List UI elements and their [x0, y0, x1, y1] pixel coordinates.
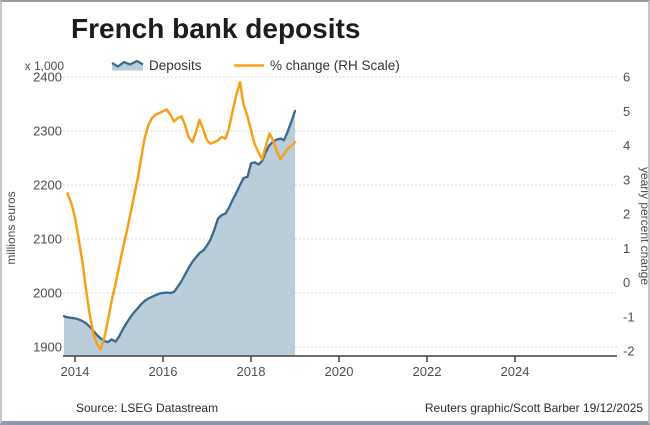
y-left-tick-label: 2300 — [33, 124, 62, 139]
legend: Deposits % change (RH Scale) — [111, 58, 400, 73]
y-left-tick-label: 2200 — [33, 178, 62, 193]
legend-label-deposits: Deposits — [149, 58, 202, 73]
chart-canvas: 2014 2016 2018 2020 2022 20242400230022002100… — [4, 13, 648, 415]
deposits-area — [64, 111, 295, 357]
axes — [63, 355, 617, 362]
y-left-tick-label: 2000 — [33, 286, 62, 301]
left-axis-title: millions euros — [4, 191, 18, 264]
y-left-tick-label: 2400 — [33, 70, 62, 85]
y-right-tick-label: -2 — [623, 344, 635, 359]
series-layer — [62, 80, 297, 357]
y-left-tick-label: 1900 — [33, 340, 62, 355]
y-left-tick-label: 2100 — [33, 232, 62, 247]
left-axis-unit: x 1,000 — [25, 59, 65, 73]
y-right-tick-label: 1 — [623, 241, 630, 256]
legend-label-pct-change: % change (RH Scale) — [270, 58, 400, 73]
deposits-area-swatch-icon — [111, 59, 144, 71]
y-right-tick-label: 3 — [623, 172, 630, 187]
y-right-tick-label: -1 — [623, 309, 635, 324]
y-right-tick-label: 4 — [623, 138, 630, 153]
page-title: French bank deposits — [71, 13, 360, 44]
x-tick-label: 2014 — [61, 364, 90, 379]
y-right-tick-label: 2 — [623, 207, 630, 222]
y-right-tick-label: 0 — [623, 275, 630, 290]
right-axis-title: yearly percent change — [638, 167, 648, 285]
source-note: Source: LSEG Datastream — [76, 401, 218, 415]
x-tick-label: 2022 — [413, 364, 442, 379]
pct-change-line — [66, 80, 297, 351]
x-tick-label: 2024 — [501, 364, 530, 379]
y-right-tick-label: 6 — [623, 70, 630, 85]
x-tick-label: 2018 — [237, 364, 266, 379]
tick-labels: 2014 2016 2018 2020 2022 20242400230022002100… — [33, 70, 634, 380]
y-right-tick-label: 5 — [623, 104, 630, 119]
x-tick-label: 2016 — [149, 364, 178, 379]
credit-note: Reuters graphic/Scott Barber 19/12/2025 — [425, 401, 643, 415]
x-tick-label: 2020 — [325, 364, 354, 379]
